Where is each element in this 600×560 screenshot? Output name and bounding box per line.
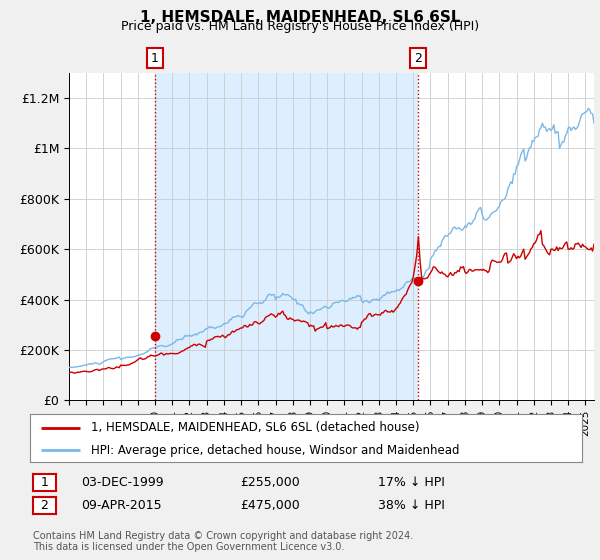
Text: £475,000: £475,000 [240,498,300,512]
Text: 1: 1 [151,52,159,64]
Text: Contains HM Land Registry data © Crown copyright and database right 2024.
This d: Contains HM Land Registry data © Crown c… [33,531,413,553]
Text: 38% ↓ HPI: 38% ↓ HPI [378,498,445,512]
Text: £255,000: £255,000 [240,476,300,489]
Text: Price paid vs. HM Land Registry's House Price Index (HPI): Price paid vs. HM Land Registry's House … [121,20,479,33]
Text: 09-APR-2015: 09-APR-2015 [81,498,161,512]
Text: 03-DEC-1999: 03-DEC-1999 [81,476,164,489]
Text: 1, HEMSDALE, MAIDENHEAD, SL6 6SL: 1, HEMSDALE, MAIDENHEAD, SL6 6SL [140,10,460,25]
Text: 2: 2 [414,52,422,64]
Bar [155,73,418,400]
Text: 1: 1 [40,476,49,489]
Text: 2: 2 [40,498,49,512]
Text: 17% ↓ HPI: 17% ↓ HPI [378,476,445,489]
Text: HPI: Average price, detached house, Windsor and Maidenhead: HPI: Average price, detached house, Wind… [91,444,459,456]
Text: 1, HEMSDALE, MAIDENHEAD, SL6 6SL (detached house): 1, HEMSDALE, MAIDENHEAD, SL6 6SL (detach… [91,421,419,434]
